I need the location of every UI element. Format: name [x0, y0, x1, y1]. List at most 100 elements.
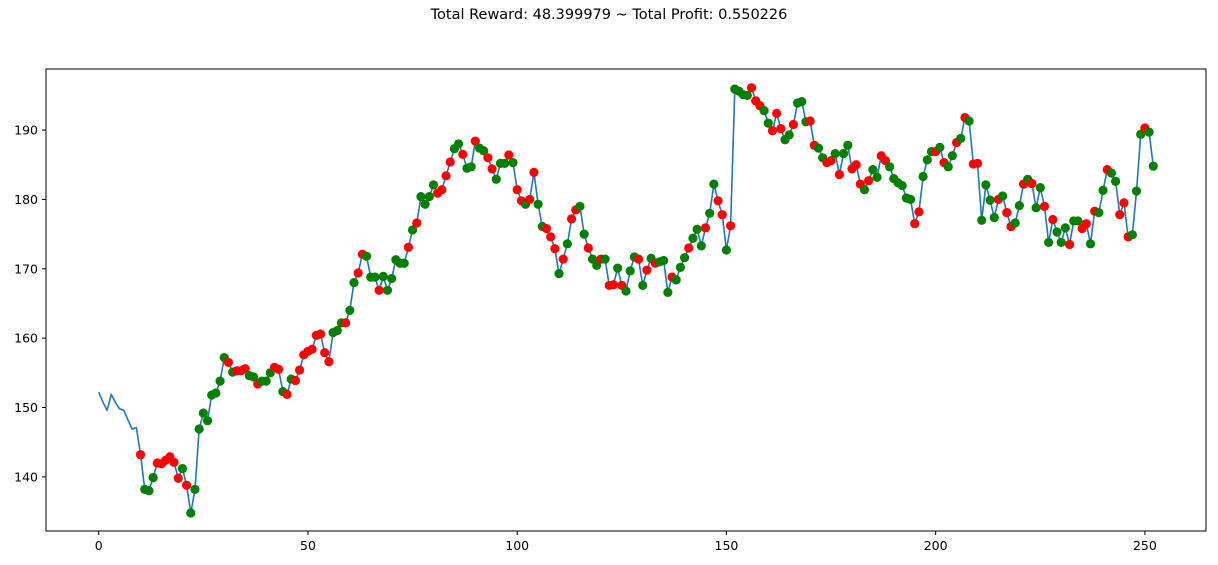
long-marker: [759, 106, 769, 116]
long-marker: [349, 278, 359, 288]
long-marker: [830, 149, 840, 159]
short-marker: [864, 176, 874, 186]
x-tick-label: 100: [505, 538, 529, 553]
marker-layer: [135, 83, 1158, 518]
long-marker: [675, 262, 686, 272]
long-marker: [956, 133, 966, 143]
short-marker: [608, 280, 619, 290]
long-marker: [144, 486, 154, 496]
long-marker: [839, 149, 849, 159]
short-marker: [583, 243, 593, 253]
long-marker: [1073, 216, 1083, 226]
short-marker: [437, 185, 447, 195]
long-marker: [638, 280, 648, 291]
long-marker: [500, 158, 510, 168]
long-marker: [1131, 186, 1142, 196]
long-marker: [1106, 168, 1117, 178]
long-marker: [784, 130, 794, 140]
long-marker: [575, 201, 585, 211]
long-marker: [872, 172, 882, 182]
long-marker: [1052, 227, 1062, 237]
short-marker: [834, 169, 845, 180]
long-marker: [621, 286, 631, 296]
long-marker: [177, 463, 188, 474]
short-marker: [1119, 198, 1129, 208]
long-marker: [345, 305, 355, 316]
y-tick-label: 140: [14, 469, 38, 484]
y-tick-label: 160: [14, 331, 38, 346]
short-marker: [914, 207, 924, 217]
short-marker: [910, 219, 920, 229]
long-marker: [659, 255, 669, 266]
short-marker: [341, 318, 351, 328]
short-marker: [169, 457, 179, 467]
short-marker: [776, 124, 786, 134]
short-marker: [294, 365, 305, 375]
short-marker: [1064, 239, 1075, 250]
long-marker: [977, 215, 987, 225]
long-marker: [261, 376, 271, 386]
short-marker: [282, 389, 292, 399]
long-marker: [985, 195, 995, 205]
long-marker: [416, 192, 426, 202]
long-marker: [918, 171, 928, 182]
short-marker: [458, 149, 468, 159]
long-marker: [382, 285, 393, 295]
long-marker: [721, 245, 732, 255]
long-marker: [905, 194, 916, 205]
short-marker: [1115, 210, 1125, 220]
short-marker: [240, 364, 250, 374]
short-marker: [512, 185, 522, 195]
short-marker: [717, 210, 727, 220]
short-marker: [826, 155, 836, 166]
long-marker: [679, 253, 690, 263]
long-marker: [361, 251, 372, 261]
y-tick-label: 150: [14, 400, 38, 415]
long-marker: [148, 472, 158, 483]
long-marker: [248, 372, 259, 382]
long-marker: [378, 271, 388, 282]
long-marker: [897, 180, 907, 191]
long-marker: [763, 118, 773, 128]
long-marker: [428, 180, 439, 190]
long-marker: [562, 239, 573, 249]
long-marker: [671, 275, 681, 285]
long-marker: [705, 208, 715, 218]
long-marker: [491, 174, 501, 184]
long-marker: [370, 272, 380, 282]
long-marker: [508, 158, 518, 168]
short-marker: [788, 119, 798, 130]
long-marker: [868, 164, 878, 175]
short-marker: [412, 218, 422, 228]
long-marker: [922, 155, 932, 165]
y-tick-label: 190: [14, 123, 38, 138]
long-marker: [466, 162, 476, 172]
plot-frame: [45, 68, 1207, 532]
y-axis: 140 150 160 170 180 190: [14, 123, 46, 484]
price-line: [97, 86, 1155, 514]
long-marker: [1010, 218, 1020, 228]
long-marker: [600, 254, 610, 264]
long-marker: [613, 263, 623, 273]
short-marker: [567, 214, 577, 224]
long-marker: [1044, 237, 1054, 248]
long-marker: [935, 142, 945, 152]
x-tick-label: 200: [924, 538, 948, 553]
short-marker: [445, 157, 455, 167]
long-marker: [981, 180, 991, 190]
long-marker: [554, 269, 564, 279]
short-marker: [324, 357, 334, 367]
short-marker: [1048, 214, 1058, 225]
long-marker: [797, 97, 807, 107]
long-marker: [479, 146, 489, 156]
long-marker: [1031, 203, 1041, 213]
short-marker: [772, 108, 782, 118]
short-marker: [805, 116, 815, 126]
long-marker: [454, 139, 464, 149]
long-marker: [198, 408, 208, 418]
short-marker: [403, 242, 413, 252]
short-marker: [173, 473, 183, 483]
long-marker: [533, 199, 543, 209]
short-marker: [487, 164, 497, 174]
chart-title: Total Reward: 48.399979 ~ Total Profit: …: [430, 7, 788, 23]
